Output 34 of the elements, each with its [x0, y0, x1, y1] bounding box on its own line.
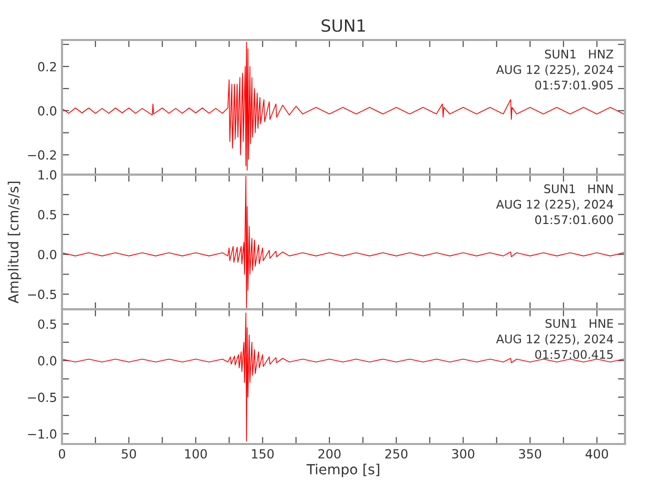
x-tick-label: 350 — [519, 449, 542, 459]
line-series — [62, 42, 624, 171]
y-tick-label: 0.2 — [38, 62, 56, 72]
x-tick-label: 200 — [318, 449, 341, 459]
x-tick-label: 50 — [122, 449, 136, 459]
annotation: AUG 12 (225), 2024 — [496, 334, 614, 345]
y-tick-label: 0.5 — [38, 319, 56, 329]
annotation: AUG 12 (225), 2024 — [496, 200, 614, 210]
x-axis-title: Tiempo [s] — [306, 464, 380, 478]
y-tick-label: 0.0 — [38, 106, 56, 116]
y-tick-label: −1.0 — [28, 429, 56, 439]
y-axis-title: Amplitud [cm/s/s] — [8, 182, 22, 304]
x-tick-label: 0 — [58, 449, 66, 459]
annotation: 01:57:00.415 — [535, 350, 613, 359]
annotation: SUN1 HNE — [546, 318, 613, 328]
annotation: SUN1 HNN — [544, 184, 613, 194]
annotation: 01:57:01.600 — [535, 215, 613, 224]
x-tick-label: 100 — [185, 449, 207, 459]
y-tick-label: −0.5 — [28, 392, 56, 402]
annotation: SUN1 HNZ — [544, 50, 614, 59]
y-tick-label: −0.5 — [28, 290, 56, 300]
x-tick-label: 400 — [586, 449, 608, 459]
y-tick-label: 0.0 — [38, 356, 56, 366]
y-tick-label: 0.5 — [38, 210, 56, 220]
x-tick-label: 150 — [252, 449, 274, 459]
chart-title: SUN1 — [322, 19, 365, 32]
annotation: 01:57:01.905 — [535, 80, 613, 90]
y-tick-label: −0.2 — [28, 150, 56, 160]
y-tick-label: 1.0 — [38, 170, 56, 180]
x-tick-label: 300 — [452, 449, 474, 459]
line-series — [62, 312, 624, 442]
annotation: AUG 12 (225), 2024 — [496, 64, 614, 76]
x-tick-label: 250 — [385, 449, 408, 459]
y-tick-label: 0.0 — [38, 250, 56, 260]
